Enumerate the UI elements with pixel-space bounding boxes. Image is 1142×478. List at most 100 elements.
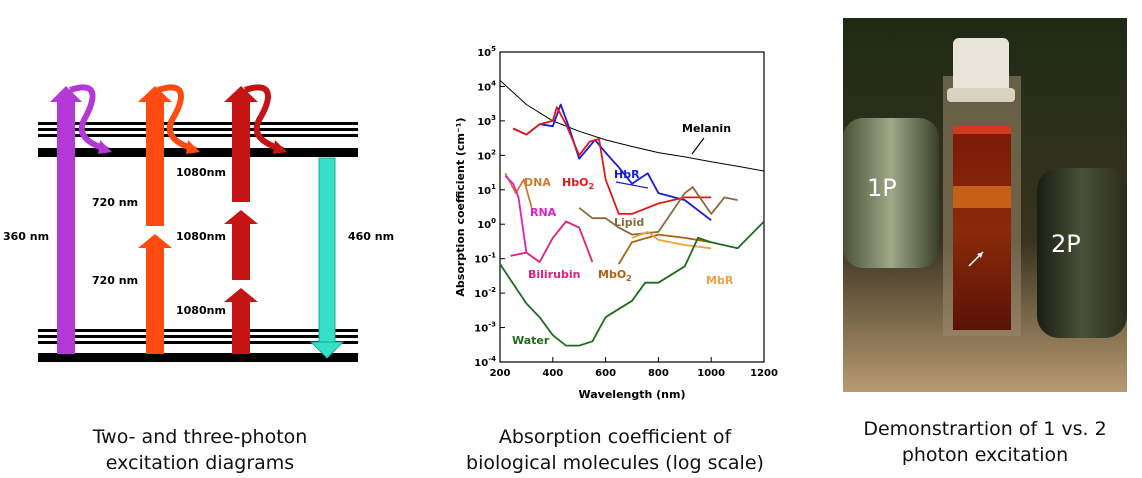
series-line-water (499, 220, 765, 347)
x-tick-label: 800 (648, 368, 669, 379)
lens-right (1037, 168, 1127, 338)
y-tick-exponent: -1 (488, 252, 496, 260)
purple-relaxation-arrow (69, 84, 109, 153)
orange-relaxation-arrow (157, 84, 197, 153)
y-tick-exponent: 5 (491, 45, 496, 53)
y-tick-base: 10 (474, 358, 488, 369)
annotation-mbr: MbR (706, 274, 734, 287)
y-tick-base: 10 (474, 324, 488, 335)
series-line-hbo2 (512, 106, 712, 215)
y-tick-exponent: 1 (491, 183, 496, 191)
excitation-beam-1p (953, 186, 1011, 208)
x-tick-label: 200 (490, 368, 511, 379)
label-720nm-top: 720 nm (92, 196, 138, 209)
darkred-1080nm-arrow-mid (224, 210, 258, 280)
excitation-diagram: 360 nm 720 nm 720 nm 1080nm 1080nm 1080n… (0, 40, 420, 380)
ground-level-bar (38, 353, 358, 362)
x-tick-label: 600 (595, 368, 616, 379)
x-axis-ticks: 200 400 600 800 1000 1200 (490, 357, 778, 379)
excitation-photo-svg (843, 18, 1127, 392)
excitation-diagram-svg: 360 nm 720 nm 720 nm 1080nm 1080nm 1080n… (3, 84, 394, 362)
y-tick-base: 10 (477, 48, 491, 59)
annotation-lipid: Lipid (614, 216, 644, 229)
upper-level-line-1 (38, 122, 358, 125)
label-1080nm-mid: 1080nm (176, 230, 226, 243)
label-1080nm-top: 1080nm (176, 166, 226, 179)
y-tick-exponent: -4 (488, 355, 496, 363)
cuvette-liquid (953, 130, 1011, 330)
purple-relaxation-head (98, 140, 112, 154)
y-tick-label: 10-1 (474, 252, 496, 266)
lens-left (843, 118, 939, 268)
mbo2-subscript: 2 (626, 274, 632, 283)
diagram-caption-line-2: excitation diagrams (105, 452, 295, 474)
photo-caption-line-1: Demonstrartion of 1 vs. 2 (863, 418, 1107, 440)
melanin-pointer (691, 137, 705, 155)
annotation-melanin: Melanin (682, 122, 731, 135)
x-tick-label: 400 (542, 368, 563, 379)
y-tick-exponent: 2 (491, 148, 496, 156)
label-720nm-bottom: 720 nm (92, 274, 138, 287)
lower-level-line-2 (38, 335, 358, 338)
series-line-lipid (578, 186, 738, 236)
annotation-bilirubin: Bilirubin (528, 268, 580, 281)
cuvette-cap-rim (947, 88, 1015, 102)
y-tick-exponent: -2 (488, 286, 496, 294)
series-layer (499, 80, 765, 347)
label-2p: 2P (1051, 230, 1081, 258)
series-line-mbo2 (618, 233, 712, 265)
chart-caption-line-2: biological molecules (log scale) (466, 452, 764, 474)
photo-caption-line-2: photon excitation (901, 444, 1069, 466)
y-tick-label: 102 (477, 148, 496, 162)
mbo2-base: MbO (598, 268, 626, 281)
darkred-1080nm-arrow-lower (224, 288, 258, 354)
y-tick-base: 10 (477, 117, 491, 128)
lower-level-line-3 (38, 341, 358, 344)
series-line-rna (504, 175, 528, 253)
y-tick-label: 10-3 (474, 321, 496, 335)
y-tick-label: 10-4 (474, 355, 496, 369)
plot-frame (499, 51, 765, 363)
annotation-hbo2: HbO2 (562, 176, 594, 191)
excitation-photo: 1P 2P (843, 18, 1127, 392)
y-tick-label: 100 (477, 217, 496, 231)
darkred-relaxation-arrow (244, 84, 284, 153)
y-tick-label: 103 (477, 114, 496, 128)
y-tick-label: 101 (477, 183, 496, 197)
hbo2-base: HbO (562, 176, 588, 189)
annotation-mbo2: MbO2 (598, 268, 632, 283)
y-axis-label: Absorption coefficient (cm⁻¹) (454, 117, 467, 296)
teal-460nm-emission-arrow (309, 157, 345, 359)
series-line-bilirubin (510, 220, 594, 263)
upper-level-line-2 (38, 128, 358, 131)
chart-caption: Absorption coefficient of biological mol… (440, 424, 790, 476)
y-tick-base: 10 (474, 289, 488, 300)
y-tick-base: 10 (477, 82, 491, 93)
y-tick-exponent: 4 (491, 79, 496, 87)
y-tick-base: 10 (477, 220, 491, 231)
orange-720nm-arrow-lower (138, 234, 172, 354)
series-line-melanin (499, 80, 765, 172)
x-tick-label: 1000 (697, 368, 725, 379)
y-tick-label: 104 (477, 79, 496, 93)
lower-level-line-1 (38, 329, 358, 332)
annotation-rna: RNA (530, 206, 557, 219)
x-tick-label: 1200 (750, 368, 778, 379)
label-360nm: 360 nm (3, 230, 49, 243)
diagram-caption: Two- and three-photon excitation diagram… (20, 424, 380, 476)
y-tick-base: 10 (474, 255, 488, 266)
liquid-meniscus (953, 126, 1011, 134)
orange-720nm-arrow-upper (138, 86, 172, 226)
label-1p: 1P (867, 174, 897, 202)
annotation-hbr: HbR (614, 168, 640, 181)
upper-level-bar (38, 148, 358, 157)
absorption-chart: 105 104 103 102 101 100 10-1 10-2 10-3 10-4 200 40… (440, 40, 790, 410)
x-axis-label: Wavelength (nm) (579, 388, 686, 401)
chart-caption-line-1: Absorption coefficient of (498, 426, 732, 448)
diagram-caption-line-1: Two- and three-photon (92, 426, 308, 448)
label-460nm: 460 nm (348, 230, 394, 243)
hbo2-subscript: 2 (588, 182, 594, 191)
upper-level-line-3 (38, 134, 358, 137)
